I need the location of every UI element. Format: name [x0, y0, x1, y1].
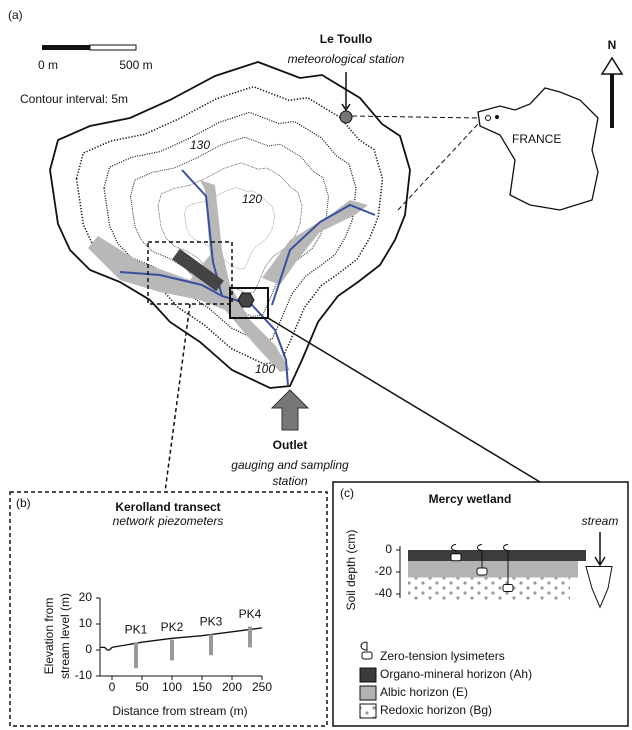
- lysimeter-icon: [361, 651, 373, 660]
- y-tick-label: 10: [79, 616, 93, 630]
- x-tick-label: 150: [192, 680, 212, 694]
- x-tick-label: 50: [135, 680, 149, 694]
- country-label: FRANCE: [512, 132, 561, 146]
- panel-title: Kerolland transect: [115, 500, 220, 514]
- soil-horizon: [408, 550, 586, 561]
- outlet-description: station: [272, 474, 308, 488]
- stream-label: stream: [582, 514, 619, 528]
- x-axis-label: Distance from stream (m): [112, 704, 247, 718]
- piezometer-label: PK2: [161, 620, 184, 634]
- legend-swatch: [359, 703, 377, 719]
- x-tick-label: 0: [109, 680, 116, 694]
- lysimeter-icon: [360, 641, 368, 651]
- locator-line: [351, 115, 479, 211]
- north-label: N: [608, 38, 617, 52]
- soil-horizon: [408, 561, 578, 578]
- lysimeter-tube: [451, 544, 457, 554]
- location-dot: [495, 115, 499, 119]
- y-axis-label: Elevation from: [42, 598, 56, 675]
- panel-label: (a): [8, 8, 23, 22]
- y-tick-label: -10: [75, 668, 93, 682]
- station-marker: [339, 110, 353, 124]
- scale-bar: [42, 45, 90, 50]
- x-tick-label: 200: [222, 680, 242, 694]
- legend-swatch: [359, 667, 377, 683]
- contour-label: 120: [242, 192, 262, 206]
- panel-subtitle: network piezometers: [113, 514, 224, 528]
- connector: [267, 317, 541, 483]
- y-tick-label: 0: [85, 642, 92, 656]
- france-map: [477, 87, 599, 211]
- legend-label: Redoxic horizon (Bg): [380, 703, 492, 717]
- y-axis-label: Soil depth (cm): [344, 530, 358, 611]
- legend-swatch: [359, 685, 377, 701]
- lysimeter: [476, 567, 488, 576]
- soil-profile: 0 -20 -40 Organo-mineral horizon (Ah) Albic …: [359, 542, 613, 719]
- scale-bar: [89, 44, 137, 51]
- contour-label: 100: [255, 362, 275, 376]
- legend-label: Organo-mineral horizon (Ah): [380, 667, 532, 681]
- y-tick-label: 0: [385, 542, 392, 556]
- outlet-description: gauging and sampling: [231, 458, 349, 472]
- scale-label: 500 m: [119, 58, 152, 72]
- lysimeter-tube: [477, 544, 483, 568]
- piezometer-label: PK1: [125, 622, 148, 636]
- x-tick-label: 250: [252, 680, 272, 694]
- stream-channel: [585, 566, 613, 609]
- panel-label: (c): [340, 486, 354, 500]
- station-pointer: [341, 72, 351, 112]
- station-name: Le Toullo: [320, 32, 372, 46]
- contour-label: 130: [190, 138, 210, 152]
- panel-frame: [9, 491, 328, 727]
- ground-line: [100, 627, 263, 651]
- connector: [164, 303, 191, 493]
- lysimeter-tube: [503, 544, 509, 585]
- piezometer-label: PK4: [239, 607, 262, 621]
- north-arrow: [600, 56, 624, 75]
- contour-interval: Contour interval: 5m: [20, 92, 128, 106]
- y-axis-label: stream level (m): [58, 593, 72, 679]
- y-tick-label: 20: [79, 590, 93, 604]
- y-tick-label: -40: [375, 586, 393, 600]
- x-tick-label: 100: [162, 680, 182, 694]
- location-dot: [485, 115, 491, 121]
- station-description: meteorological station: [288, 52, 405, 66]
- legend-label: Zero-tension lysimeters: [380, 649, 505, 663]
- stream-arrow: [594, 532, 606, 567]
- lysimeter: [502, 584, 514, 592]
- y-tick-label: -20: [375, 564, 393, 578]
- catchment: [49, 61, 411, 389]
- legend-label: Albic horizon (E): [380, 685, 468, 699]
- soil-horizon: [408, 577, 570, 600]
- panel-label: (b): [16, 496, 31, 510]
- lysimeter: [450, 553, 462, 562]
- outlet-name: Outlet: [273, 438, 308, 452]
- panel-frame: [332, 481, 629, 727]
- panel-title: Mercy wetland: [429, 492, 512, 506]
- scale-label: 0 m: [38, 58, 58, 72]
- piezometer-label: PK3: [200, 615, 223, 629]
- outlet-arrow: [270, 389, 310, 431]
